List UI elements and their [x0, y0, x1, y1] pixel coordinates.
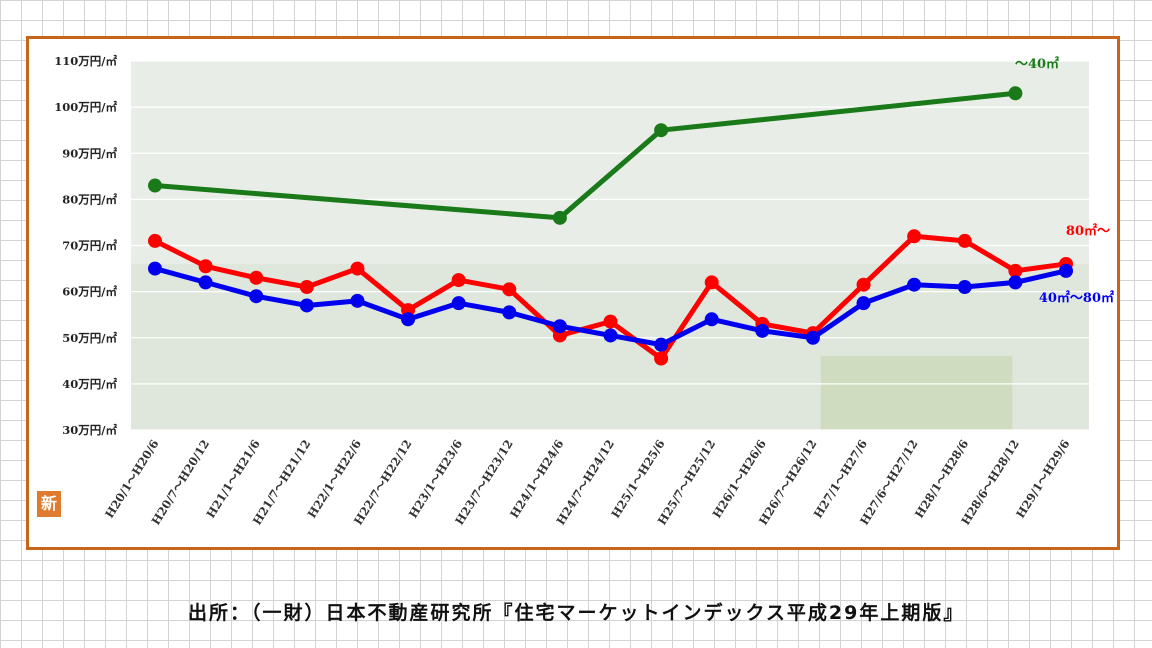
series-point	[198, 275, 213, 290]
series-point	[552, 319, 567, 334]
x-tick-label: H20/1～H20/6	[102, 437, 161, 520]
y-tick-label: 30万円/㎡	[62, 423, 117, 437]
y-tick-label: 70万円/㎡	[62, 239, 117, 253]
series-point	[755, 323, 770, 338]
series-point	[603, 314, 618, 329]
x-tick-label: H22/1～H22/6	[305, 437, 364, 520]
series-point	[299, 298, 314, 313]
y-tick-label: 40万円/㎡	[62, 377, 117, 391]
series-point	[198, 259, 213, 274]
series-point	[1008, 86, 1023, 101]
series-point	[148, 233, 162, 248]
series-point	[704, 312, 719, 327]
series-point	[907, 229, 922, 244]
series-point	[1059, 263, 1073, 278]
series-point	[1008, 263, 1023, 278]
series-label: 40㎡～80㎡	[1039, 290, 1114, 306]
series-label: 80㎡～	[1066, 223, 1110, 239]
x-tick-label: H24/1～H24/6	[507, 437, 566, 520]
x-tick-label: H21/1～H21/6	[203, 437, 262, 520]
series-point	[907, 277, 922, 292]
series-point	[299, 280, 314, 295]
x-tick-label: H25/1～H25/6	[608, 437, 667, 520]
y-tick-label: 80万円/㎡	[62, 192, 117, 206]
y-tick-label: 90万円/㎡	[62, 146, 117, 160]
y-tick-label: 60万円/㎡	[62, 285, 117, 299]
series-point	[451, 296, 466, 311]
series-point	[148, 178, 162, 193]
y-tick-label: 110万円/㎡	[54, 54, 117, 68]
series-point	[249, 289, 264, 304]
series-point	[856, 296, 871, 311]
series-point	[1008, 275, 1023, 290]
plot-area-upper	[131, 61, 1089, 264]
series-point	[249, 270, 264, 285]
new-badge: 新	[37, 491, 61, 517]
series-point	[654, 337, 669, 352]
x-tick-label: H26/1～H26/6	[709, 437, 768, 520]
series-point	[603, 328, 618, 343]
series-point	[148, 261, 162, 276]
series-point	[451, 273, 466, 288]
series-point	[856, 277, 871, 292]
series-point	[401, 312, 416, 327]
series-point	[654, 351, 669, 366]
series-point	[805, 330, 820, 345]
series-line	[154, 90, 1016, 221]
series-point	[957, 280, 972, 295]
y-tick-label: 100万円/㎡	[54, 100, 117, 114]
x-tick-label: H29/1～H29/6	[1013, 437, 1072, 520]
series-point	[654, 123, 669, 138]
series-point	[350, 261, 365, 276]
source-caption: 出所：（一財）日本不動産研究所『住宅マーケットインデックス平成29年上期版』	[188, 602, 965, 624]
x-tick-label: H23/1～H23/6	[406, 437, 465, 520]
y-tick-label: 50万円/㎡	[62, 331, 117, 345]
series-point	[350, 293, 365, 308]
series-label: ～40㎡	[1015, 56, 1059, 72]
series-point	[957, 233, 972, 248]
chart-frame: 30万円/㎡ 40万円/㎡ 50万円/㎡ 60万円/㎡ 70万円/㎡ 80万円/㎡ 90万円…	[26, 36, 1120, 550]
series-point	[704, 275, 719, 290]
line-chart: 30万円/㎡ 40万円/㎡ 50万円/㎡ 60万円/㎡ 70万円/㎡ 80万円/㎡ 90万円…	[54, 54, 1114, 527]
series-point	[502, 282, 517, 297]
plot-lawn	[820, 356, 1013, 430]
x-tick-label: H28/1～H28/6	[912, 437, 971, 520]
series-point	[552, 210, 567, 225]
x-tick-label: H27/1～H27/6	[811, 437, 870, 520]
series-point	[502, 305, 517, 320]
